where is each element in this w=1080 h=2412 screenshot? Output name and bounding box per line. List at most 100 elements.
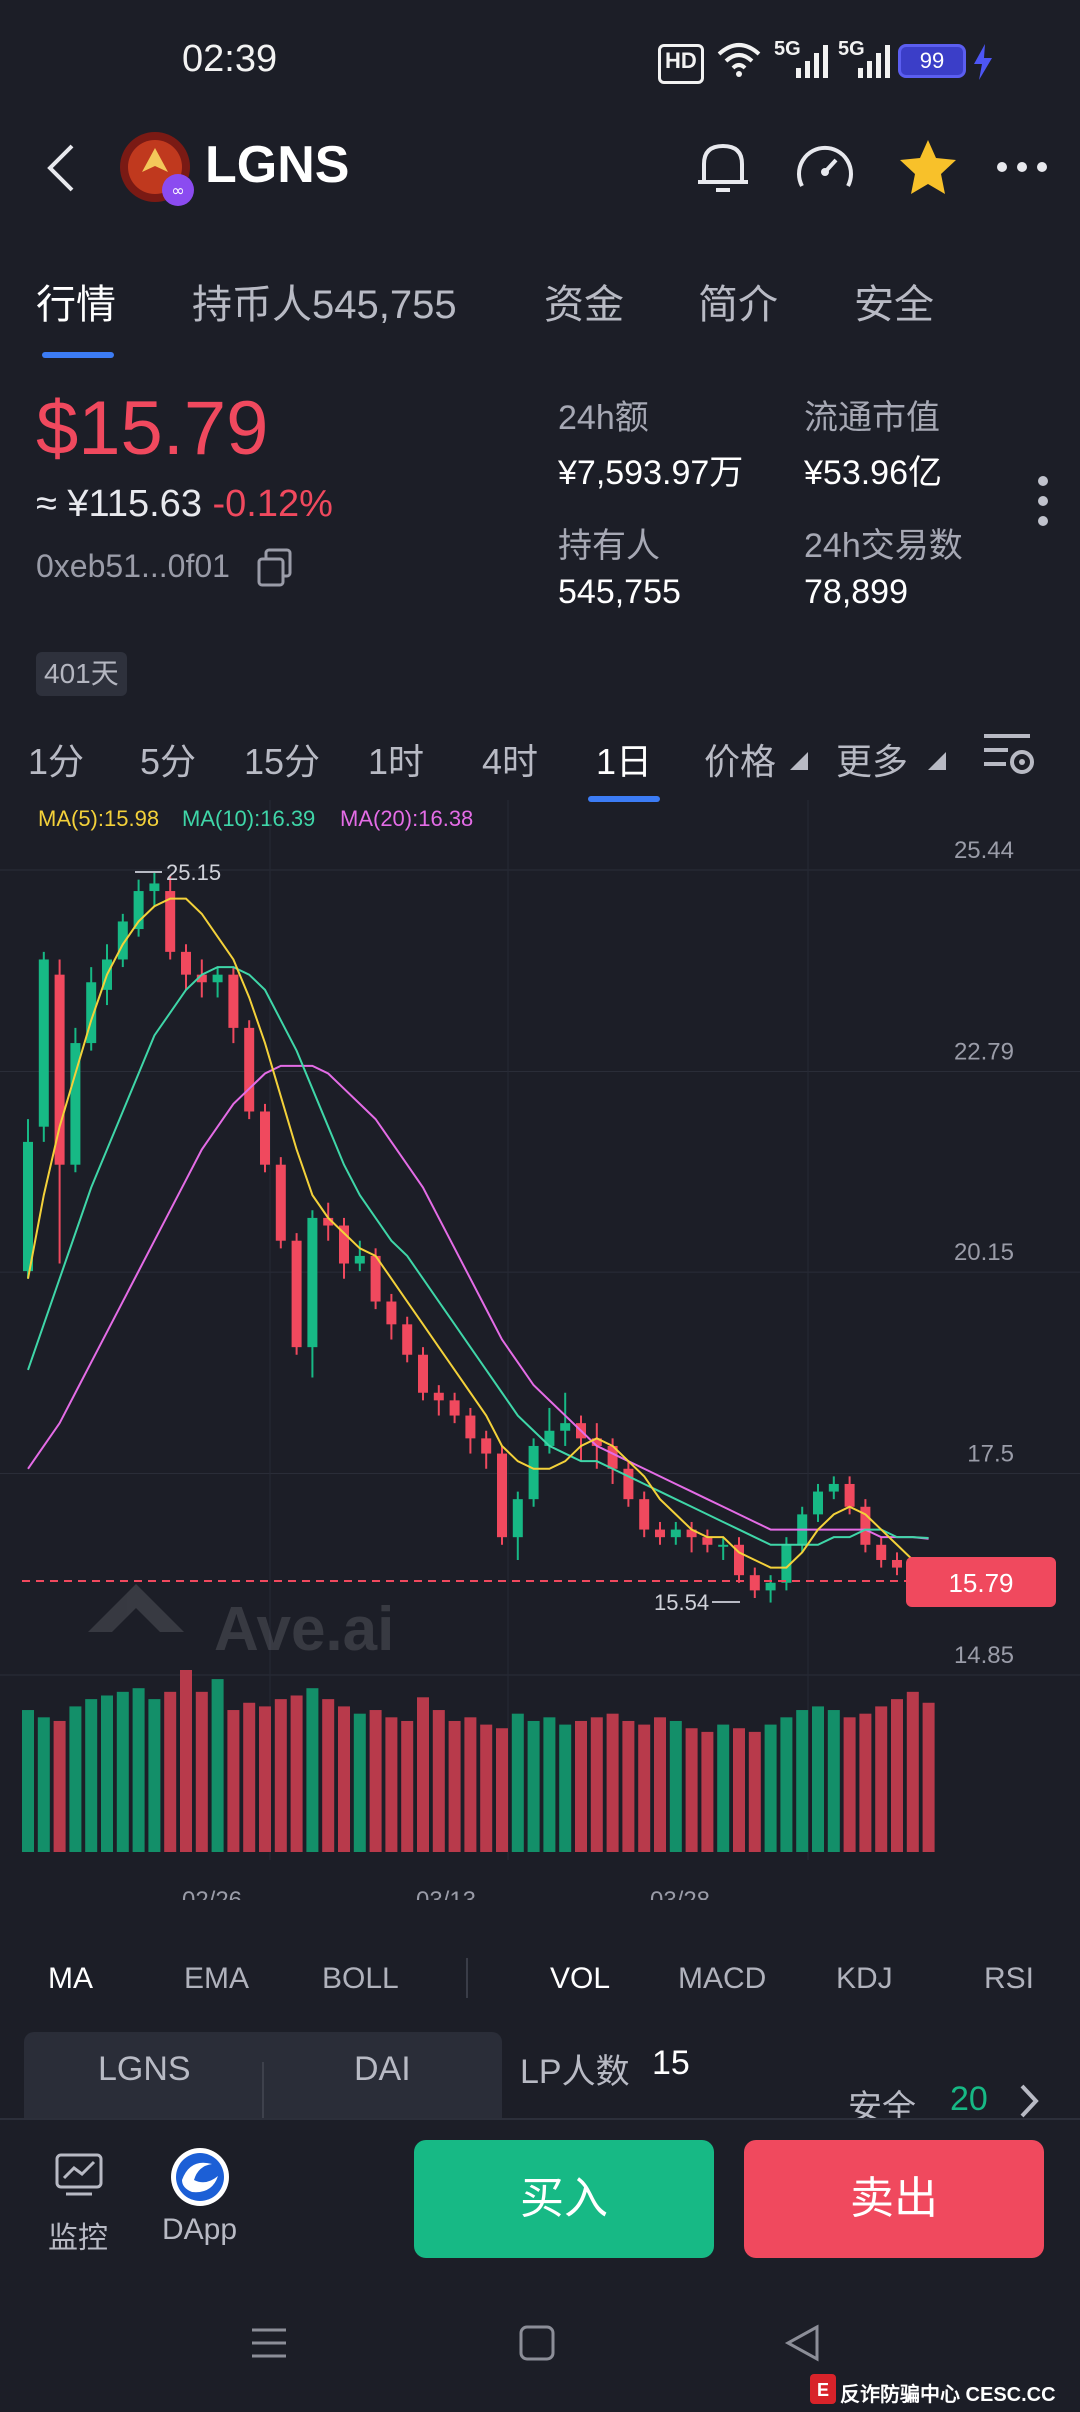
candle-body	[433, 1392, 444, 1401]
interval-1m[interactable]: 1分	[28, 741, 85, 782]
monitor-label[interactable]: 监控	[48, 2222, 108, 2255]
back-icon[interactable]	[44, 142, 78, 194]
volume-bar	[338, 1706, 350, 1852]
back-nav-icon[interactable]	[784, 2324, 820, 2362]
candle-body	[386, 1301, 397, 1325]
copy-icon[interactable]	[256, 548, 294, 588]
token-logo: ∞	[120, 132, 194, 206]
pair-right-label: DAI	[354, 2050, 411, 2088]
indicator-macd[interactable]: MACD	[678, 1962, 767, 1995]
volume-bar	[654, 1717, 666, 1852]
dapp-label[interactable]: DApp	[162, 2213, 238, 2246]
stat-vol-value: ¥7,593.97万	[558, 454, 744, 492]
hd-badge: HD	[658, 44, 704, 84]
candle-body	[354, 1255, 365, 1264]
ma20-line	[27, 1064, 929, 1540]
stat-holders-value: 545,755	[558, 573, 681, 611]
volume-bar	[148, 1699, 161, 1852]
sell-button[interactable]: 卖出	[744, 2140, 1044, 2258]
volume-bar	[22, 1710, 34, 1852]
volume-bar	[780, 1717, 793, 1852]
volume-bar	[685, 1728, 698, 1852]
indicator-vol[interactable]: VOL	[550, 1962, 611, 1995]
interval-4h[interactable]: 4时	[482, 741, 539, 782]
interval-1d[interactable]: 1日	[596, 741, 653, 782]
kline-chart[interactable]: Ave.ai 25.44 22.79 20.15 17.5 14.85 02/26 03/…	[0, 800, 1080, 1900]
volume-bar	[211, 1679, 224, 1852]
more-icon[interactable]	[996, 160, 1048, 174]
volume-bar	[369, 1710, 382, 1852]
candle-body	[70, 1043, 81, 1165]
indicator-divider	[466, 1958, 468, 1998]
tab-funds[interactable]: 资金	[544, 283, 624, 327]
candle-body	[402, 1324, 413, 1355]
low-label: 15.54	[654, 1590, 709, 1615]
y-tick-label: 20.15	[954, 1239, 1014, 1266]
interval-5m[interactable]: 5分	[140, 741, 197, 782]
gauge-icon[interactable]	[794, 138, 856, 198]
volume-bar	[606, 1713, 619, 1852]
volume-bar	[859, 1713, 872, 1852]
volume-bar	[669, 1720, 682, 1852]
interval-15m[interactable]: 15分	[244, 741, 321, 782]
candle-body	[465, 1415, 476, 1439]
current-price-tag	[906, 1557, 1056, 1607]
high-label: 25.15	[166, 860, 221, 885]
tab-market[interactable]: 行情	[36, 283, 116, 327]
monitor-icon[interactable]	[54, 2152, 104, 2198]
candle-body	[607, 1445, 618, 1469]
volume-bar	[875, 1706, 888, 1852]
candle-body	[813, 1491, 823, 1515]
indicator-kdj[interactable]: KDJ	[836, 1962, 893, 1995]
volume-bar	[132, 1688, 145, 1852]
current-price-text: 15.79	[948, 1568, 1013, 1598]
candle-body	[418, 1354, 428, 1393]
y-tick-label: 17.5	[967, 1441, 1014, 1468]
candle-body	[228, 974, 239, 1028]
chevron-right-icon[interactable]	[1018, 2082, 1040, 2120]
battery-icon: 99	[898, 44, 966, 78]
watermark: Ave.ai	[88, 1584, 394, 1664]
dapp-icon[interactable]	[168, 2146, 232, 2208]
candle-body	[165, 891, 176, 952]
days-badge: 401天	[36, 652, 127, 696]
indicator-boll[interactable]: BOLL	[322, 1962, 399, 1995]
candle-body	[133, 891, 144, 930]
volume-bar	[464, 1717, 477, 1852]
candle-body	[275, 1164, 286, 1241]
indicator-rsi[interactable]: RSI	[984, 1962, 1035, 1995]
interval-more[interactable]: 更多	[836, 741, 909, 782]
tab-holders[interactable]: 持币人545,755	[192, 283, 457, 327]
price-change: -0.12%	[212, 483, 333, 525]
candle-body	[781, 1544, 792, 1583]
candle-body	[149, 883, 160, 892]
y-tick-label: 25.44	[954, 837, 1014, 864]
volume-bar	[101, 1695, 113, 1852]
home-icon[interactable]	[518, 2324, 556, 2362]
indicator-ema[interactable]: EMA	[184, 1962, 250, 1995]
footer-watermark: 反诈防骗中心 CESC.CC	[840, 2384, 1056, 2406]
candle-body	[260, 1111, 270, 1165]
interval-price[interactable]: 价格	[704, 741, 777, 782]
volume-bar	[164, 1691, 177, 1852]
buy-button[interactable]: 买入	[414, 2140, 714, 2258]
candle-body	[291, 1240, 302, 1348]
price-cny-line: ≈ ¥115.63 -0.12%	[36, 483, 333, 526]
candles	[23, 872, 934, 1603]
indicator-ma[interactable]: MA	[48, 1962, 93, 1995]
bell-icon[interactable]	[694, 138, 752, 198]
candle-body	[212, 974, 223, 983]
volume-bar	[195, 1691, 208, 1852]
tab-security[interactable]: 安全	[854, 283, 934, 327]
interval-1h[interactable]: 1时	[368, 741, 425, 782]
chart-settings-icon[interactable]	[982, 730, 1036, 778]
recents-icon[interactable]	[250, 2326, 288, 2360]
star-icon[interactable]	[898, 138, 958, 196]
tab-intro[interactable]: 简介	[698, 283, 778, 327]
liquidity-card[interactable]: LGNS DAI	[24, 2032, 502, 2122]
high-marker: 25.15	[135, 860, 221, 885]
volume-bar	[243, 1702, 256, 1852]
vertical-more-icon[interactable]	[1036, 474, 1050, 528]
x-tick-label: 02/26	[182, 1887, 242, 1900]
tab-underline	[42, 352, 114, 358]
